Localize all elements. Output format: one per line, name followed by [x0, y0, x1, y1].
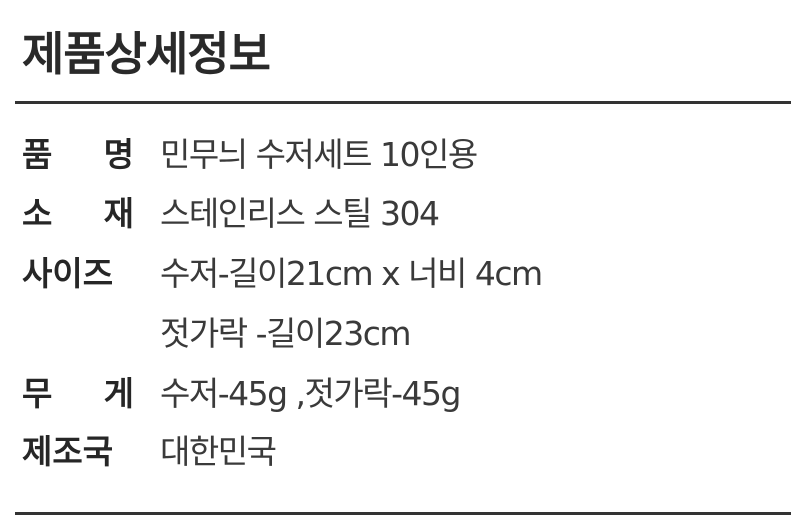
spec-label-product-name: 품 명 [22, 126, 134, 184]
header-divider [15, 101, 791, 104]
spec-label-origin: 제조국 [22, 432, 114, 471]
spec-value-weight: 수저-45g ,젓가락-45g [160, 374, 461, 413]
spec-value-size-chopsticks: 젓가락 -길이23cm [160, 314, 411, 353]
spec-value-product-name: 민무늬 수저세트 10인용 [160, 135, 478, 174]
spec-value-origin: 대한민국 [160, 432, 277, 471]
spec-row-weight: 무 게 수저-45g ,젓가락-45g [0, 365, 807, 423]
spec-label-char: 게 [103, 374, 134, 413]
spec-row-size: 사이즈 수저-길이21cm x 너비 4cm [0, 245, 807, 303]
spec-row-material: 소 재 스테인리스 스틸 304 [0, 185, 807, 243]
spec-row-origin: 제조국 대한민국 [0, 423, 807, 481]
spec-label-weight: 무 게 [22, 365, 134, 423]
spec-label-char: 무 [22, 374, 53, 413]
spec-label-char: 명 [103, 135, 134, 174]
spec-value-material: 스테인리스 스틸 304 [160, 194, 440, 233]
spec-row-product-name: 품 명 민무늬 수저세트 10인용 [0, 126, 807, 184]
spec-label-size: 사이즈 [22, 254, 114, 293]
spec-label-char: 소 [22, 194, 53, 233]
spec-value-size-spoon: 수저-길이21cm x 너비 4cm [160, 254, 543, 293]
page-title: 제품상세정보 [22, 27, 271, 81]
spec-label-char: 품 [22, 135, 53, 174]
spec-label-char: 재 [103, 194, 134, 233]
footer-divider [15, 512, 791, 515]
spec-row-size-continued: 젓가락 -길이23cm [0, 305, 807, 363]
spec-label-material: 소 재 [22, 185, 134, 243]
